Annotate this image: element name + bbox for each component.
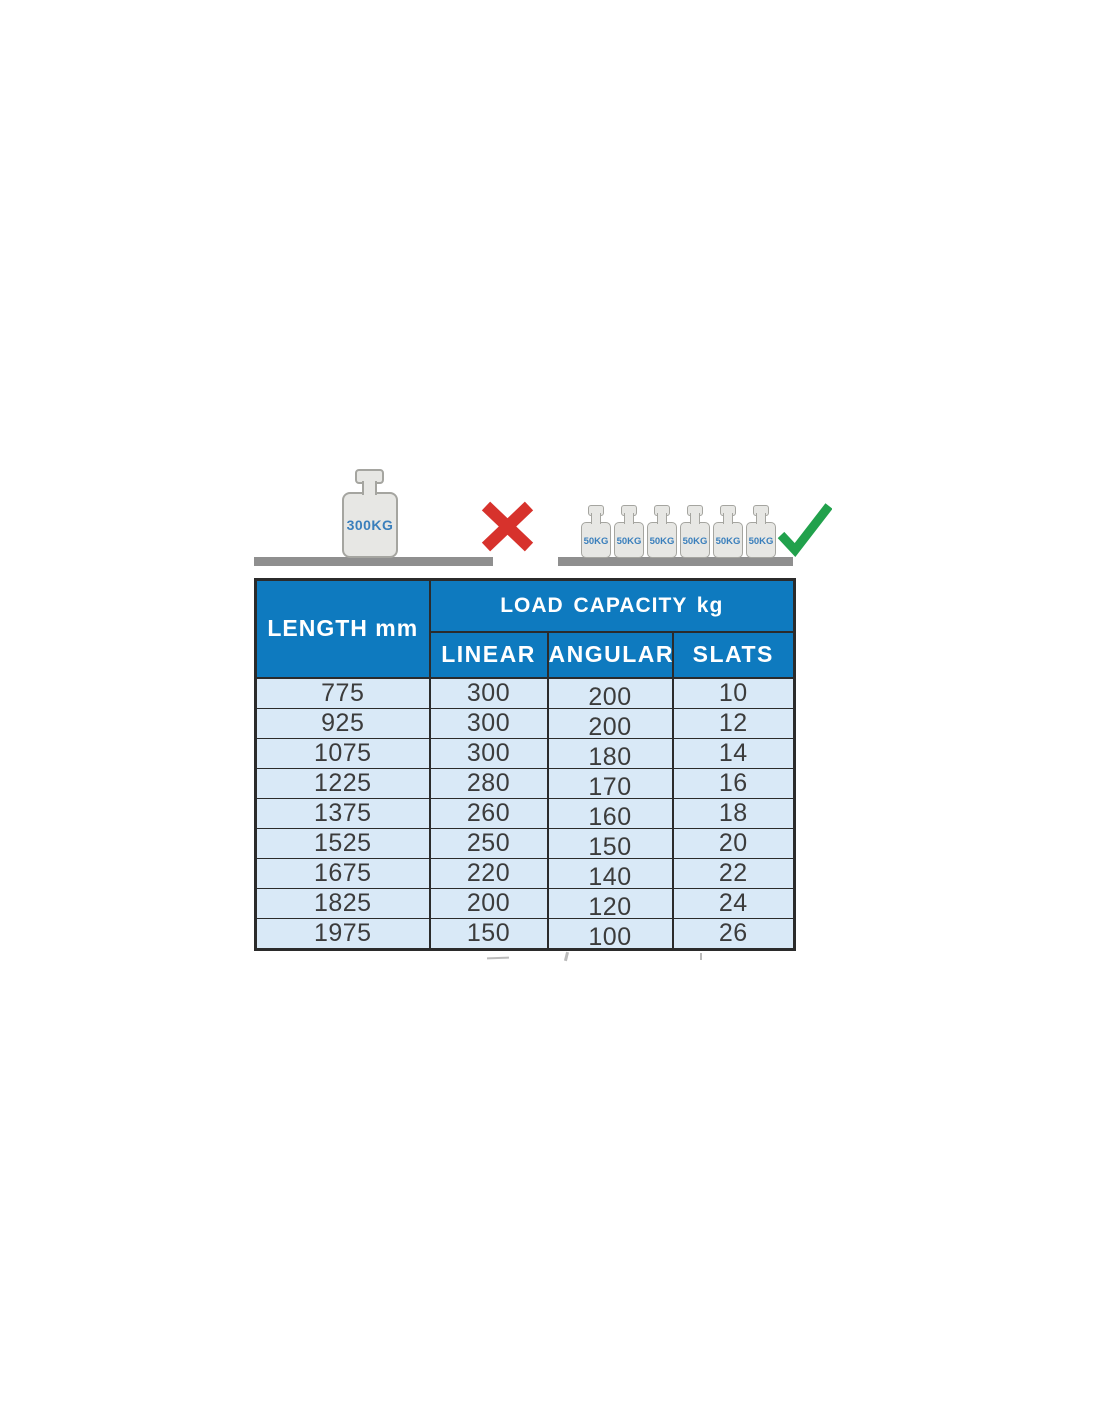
cell-length: 1975 — [254, 917, 431, 950]
cell-angular: 100 — [546, 917, 674, 950]
weight-50kg: 50KG — [746, 505, 776, 558]
cell-slats: 12 — [671, 707, 796, 739]
table-row: 1225 280 170 16 — [254, 767, 796, 799]
weight-neck — [756, 513, 766, 524]
cell-angular: 200 — [546, 677, 674, 709]
cell-angular: 160 — [546, 797, 674, 829]
weight-label: 50KG — [616, 536, 642, 547]
scan-artifact — [563, 951, 570, 962]
weight-neck — [690, 513, 700, 524]
load-capacity-table: LENGTH mm LOAD CAPACITY kg LINEAR ANGULA… — [254, 578, 797, 951]
cell-linear: 260 — [428, 797, 549, 829]
weight-neck — [657, 513, 667, 524]
weight-label: 300KG — [346, 517, 394, 533]
weight-label: 50KG — [682, 536, 708, 547]
weight-label: 50KG — [748, 536, 774, 547]
cell-slats: 16 — [671, 767, 796, 799]
weight-50kg: 50KG — [680, 505, 710, 558]
cell-length: 925 — [254, 707, 431, 739]
cell-angular: 120 — [546, 887, 674, 919]
scan-artifact — [486, 956, 510, 960]
table-row: 1825 200 120 24 — [254, 887, 796, 919]
cell-angular: 200 — [546, 707, 674, 739]
weight-50kg: 50KG — [581, 505, 611, 558]
weight-neck — [723, 513, 733, 524]
table-row: 925 300 200 12 — [254, 707, 796, 739]
table-row: 1975 150 100 26 — [254, 917, 796, 950]
table-row: 1525 250 150 20 — [254, 827, 796, 859]
shelf-right — [558, 557, 793, 566]
weight-neck — [362, 481, 377, 495]
cell-slats: 24 — [671, 887, 796, 919]
weight-body — [581, 522, 611, 558]
table-row: 1375 260 160 18 — [254, 797, 796, 829]
weight-label: 50KG — [649, 536, 675, 547]
angular-column-header: ANGULAR — [546, 630, 674, 679]
weight-50kg: 50KG — [647, 505, 677, 558]
cell-slats: 18 — [671, 797, 796, 829]
table-row: 1675 220 140 22 — [254, 857, 796, 889]
scan-artifact — [700, 953, 702, 960]
cell-linear: 300 — [428, 677, 549, 709]
weight-neck — [624, 513, 634, 524]
cell-linear: 280 — [428, 767, 549, 799]
cell-slats: 22 — [671, 857, 796, 889]
slats-column-header: SLATS — [671, 630, 796, 679]
weight-50kg: 50KG — [713, 505, 743, 558]
weight-300kg: 300KG — [342, 469, 398, 558]
cell-slats: 14 — [671, 737, 796, 769]
cell-slats: 20 — [671, 827, 796, 859]
weight-neck — [591, 513, 601, 524]
cross-icon — [481, 501, 534, 552]
cell-length: 1675 — [254, 857, 431, 889]
cell-length: 1075 — [254, 737, 431, 769]
cell-slats: 10 — [671, 677, 796, 709]
cell-length: 1225 — [254, 767, 431, 799]
linear-column-header: LINEAR — [428, 630, 549, 679]
weight-label: 50KG — [715, 536, 741, 547]
weight-label: 50KG — [583, 536, 609, 547]
cell-angular: 150 — [546, 827, 674, 859]
cell-length: 775 — [254, 677, 431, 709]
weight-50kg: 50KG — [614, 505, 644, 558]
weight-body — [647, 522, 677, 558]
cell-length: 1375 — [254, 797, 431, 829]
cell-linear: 200 — [428, 887, 549, 919]
cell-linear: 150 — [428, 917, 549, 950]
cell-angular: 140 — [546, 857, 674, 889]
cell-linear: 300 — [428, 737, 549, 769]
cell-linear: 300 — [428, 707, 549, 739]
length-column-header: LENGTH mm — [254, 578, 431, 679]
cell-angular: 170 — [546, 767, 674, 799]
cell-length: 1525 — [254, 827, 431, 859]
cell-linear: 250 — [428, 827, 549, 859]
cell-length: 1825 — [254, 887, 431, 919]
cell-angular: 180 — [546, 737, 674, 769]
table-row: 775 300 200 10 — [254, 677, 796, 709]
load-capacity-header: LOAD CAPACITY kg — [428, 578, 796, 633]
check-icon — [777, 503, 832, 557]
table-row: 1075 300 180 14 — [254, 737, 796, 769]
cell-slats: 26 — [671, 917, 796, 950]
weight-body — [713, 522, 743, 558]
shelf-left — [254, 557, 493, 566]
cell-linear: 220 — [428, 857, 549, 889]
